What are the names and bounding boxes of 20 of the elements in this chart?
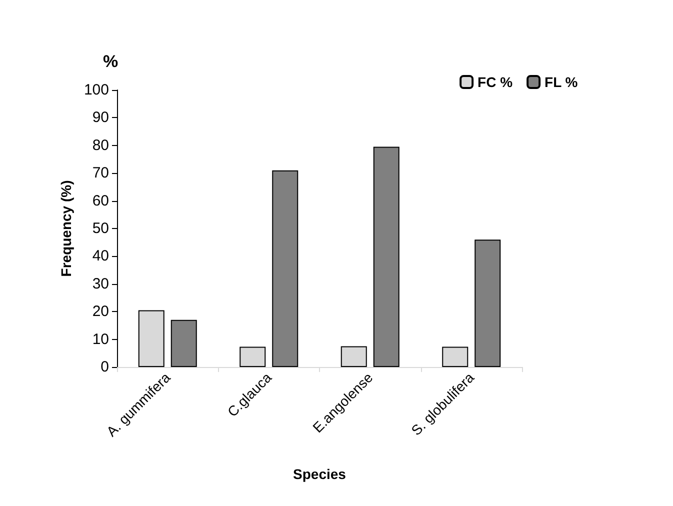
- legend-label: FL %: [544, 74, 578, 90]
- y-tick-label: 30: [92, 275, 109, 292]
- y-tick-label: 0: [100, 358, 109, 376]
- y-tick-label: 20: [92, 303, 109, 320]
- y-tick-label: 80: [92, 136, 109, 154]
- y-tick-label: 100: [84, 82, 109, 98]
- legend-label: FC %: [478, 74, 514, 90]
- y-tick-label: 60: [92, 192, 109, 210]
- y-axis-title: Frequency (%): [58, 180, 74, 277]
- y-tick-label: 40: [92, 248, 109, 265]
- bar: [170, 320, 197, 367]
- y-tick-label: 90: [92, 109, 109, 126]
- bar: [272, 170, 298, 367]
- bar: [474, 240, 501, 367]
- text: %: [103, 52, 118, 71]
- bar: [373, 146, 400, 367]
- y-tick-label: 70: [92, 164, 109, 182]
- y-tick-label: 50: [92, 220, 109, 237]
- x-axis-title: Species: [293, 466, 346, 482]
- y-tick-label: 10: [92, 330, 109, 348]
